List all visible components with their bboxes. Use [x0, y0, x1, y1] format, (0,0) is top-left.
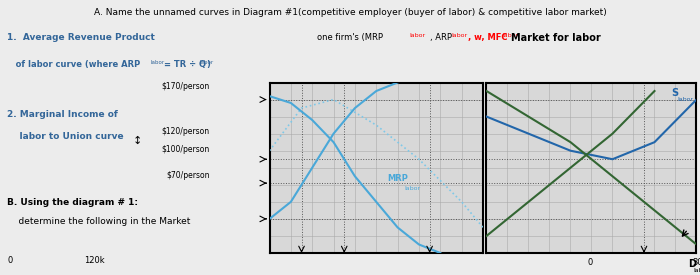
Text: determine the following in the Market: determine the following in the Market [7, 217, 190, 226]
Text: $120/person: $120/person [162, 128, 210, 136]
Text: MRP: MRP [387, 174, 408, 183]
Text: of labor curve (where ARP: of labor curve (where ARP [7, 60, 140, 70]
Text: labor: labor [452, 33, 468, 38]
Text: Market for labor: Market for labor [511, 33, 601, 43]
Text: 30: 30 [692, 258, 700, 267]
Text: , ARP: , ARP [430, 33, 452, 42]
Text: labor: labor [199, 60, 213, 65]
Text: labor: labor [503, 33, 519, 38]
Text: 0: 0 [7, 256, 13, 265]
Text: labor: labor [410, 33, 426, 38]
Text: $100/person: $100/person [162, 145, 210, 154]
Text: , w, MFC: , w, MFC [468, 33, 507, 42]
Text: = TR ÷ Q: = TR ÷ Q [164, 60, 206, 70]
Text: B. Using the diagram # 1:: B. Using the diagram # 1: [7, 198, 138, 207]
Text: $70/person: $70/person [167, 172, 210, 180]
Text: S: S [671, 88, 678, 98]
Text: labor to Union curve: labor to Union curve [7, 132, 124, 141]
Text: $170/person: $170/person [162, 82, 210, 91]
Text: labor: labor [678, 97, 694, 102]
Text: ): ) [206, 60, 211, 70]
Text: 1.  Average Revenue Product: 1. Average Revenue Product [7, 33, 155, 42]
Text: ↕: ↕ [133, 136, 142, 146]
Text: 120k: 120k [84, 256, 104, 265]
Text: 0: 0 [587, 258, 592, 267]
Text: one firm's (MRP: one firm's (MRP [317, 33, 383, 42]
Text: labor: labor [404, 186, 420, 191]
Text: labor: labor [150, 60, 164, 65]
Text: 2. Marginal Income of: 2. Marginal Income of [7, 110, 118, 119]
Text: A. Name the unnamed curves in Diagram #1(competitive employer (buyer of labor) &: A. Name the unnamed curves in Diagram #1… [94, 8, 606, 17]
Text: D: D [688, 259, 696, 269]
Text: labor: labor [693, 268, 700, 273]
